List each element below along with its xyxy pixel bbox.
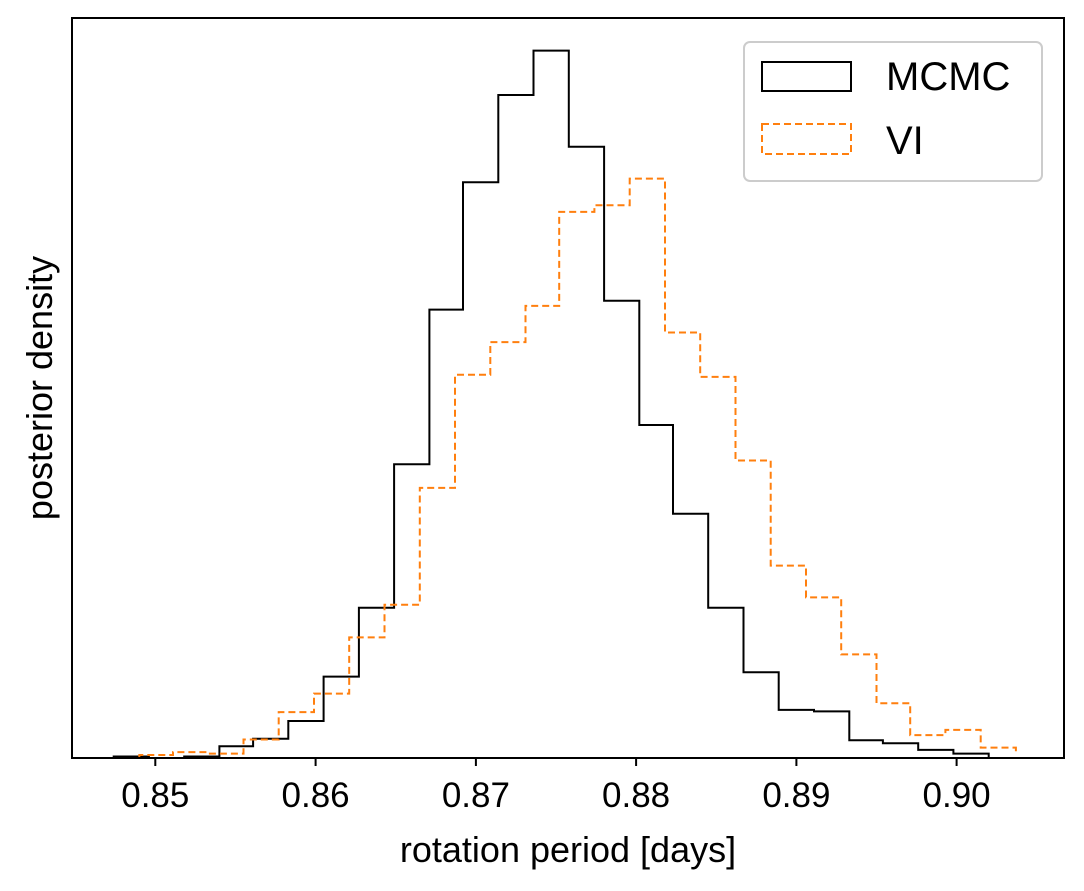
x-tick-label: 0.85 [121, 776, 189, 815]
plot-frame [71, 17, 1065, 759]
legend-label-vi: VI [886, 119, 924, 163]
x-tick-label: 0.90 [923, 776, 991, 815]
x-tick-label: 0.86 [282, 776, 350, 815]
x-tick-label: 0.89 [762, 776, 830, 815]
legend-swatch-mcmc [761, 61, 852, 92]
y-axis-label: posterior density [19, 256, 60, 520]
series-layer [112, 49, 1017, 759]
legend-swatch-vi [761, 123, 852, 155]
x-tick-label: 0.88 [602, 776, 670, 815]
x-axis-ticks: 0.85 0.86 0.87 0.88 0.89 0.90 [121, 758, 991, 815]
legend: MCMC VI [743, 41, 1043, 182]
x-axis-label: rotation period [days] [400, 829, 736, 870]
series-vi-histogram [138, 177, 1017, 758]
x-tick-label: 0.87 [442, 776, 510, 815]
series-mcmc-histogram [112, 49, 990, 759]
legend-box [743, 41, 1043, 182]
legend-label-mcmc: MCMC [886, 55, 1010, 99]
